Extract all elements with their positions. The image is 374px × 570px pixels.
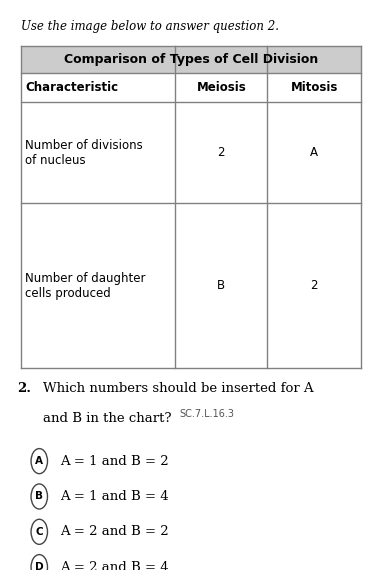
Text: Meiosis: Meiosis [196, 81, 246, 94]
Text: 2: 2 [310, 279, 318, 292]
Text: B: B [217, 279, 226, 292]
Text: B: B [35, 491, 43, 502]
Bar [21, 46, 361, 73]
Text: Which numbers should be inserted for A: Which numbers should be inserted for A [43, 382, 314, 395]
Text: A = 1 and B = 2: A = 1 and B = 2 [60, 455, 168, 467]
Text: Mitosis: Mitosis [291, 81, 338, 94]
Text: C: C [36, 527, 43, 537]
Text: A = 2 and B = 4: A = 2 and B = 4 [60, 561, 168, 570]
Bar [21, 73, 361, 368]
Text: Number of daughter
cells produced: Number of daughter cells produced [25, 271, 145, 299]
Text: Use the image below to answer question 2.: Use the image below to answer question 2… [21, 20, 279, 33]
Text: Characteristic: Characteristic [25, 81, 118, 94]
Text: 2: 2 [218, 146, 225, 159]
Text: A: A [35, 456, 43, 466]
Text: Comparison of Types of Cell Division: Comparison of Types of Cell Division [64, 53, 318, 66]
Text: 2.: 2. [17, 382, 31, 395]
Text: Number of divisions
of nucleus: Number of divisions of nucleus [25, 139, 143, 166]
Text: A = 2 and B = 2: A = 2 and B = 2 [60, 526, 168, 538]
Text: and B in the chart?: and B in the chart? [43, 412, 176, 425]
Text: D: D [35, 562, 44, 570]
Text: A: A [310, 146, 318, 159]
Text: A = 1 and B = 4: A = 1 and B = 4 [60, 490, 168, 503]
Text: SC.7.L.16.3: SC.7.L.16.3 [180, 409, 234, 420]
